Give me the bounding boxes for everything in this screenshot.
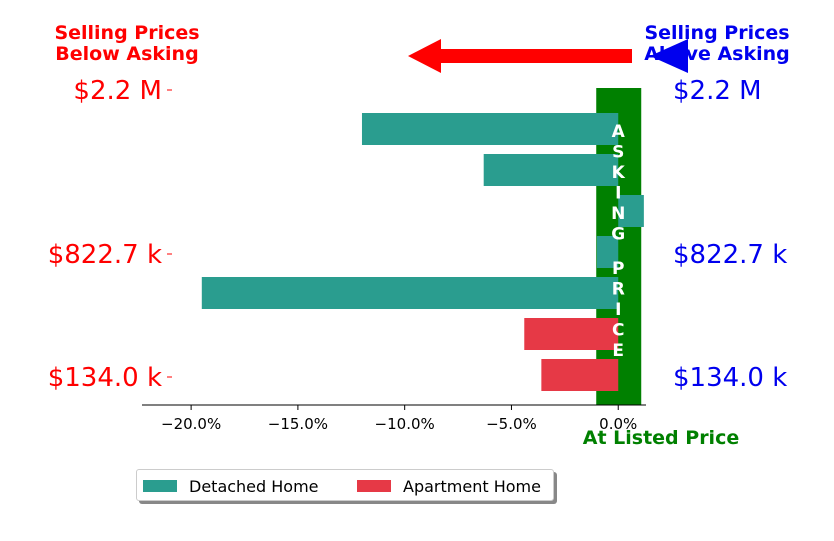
- legend-swatch-detached: [143, 480, 177, 492]
- asking-price-letter: I: [615, 184, 621, 204]
- below-asking-annotation: Below Asking: [55, 43, 198, 65]
- asking-price-letter: S: [612, 143, 624, 163]
- asking-price-letter: A: [612, 122, 626, 142]
- asking-price-letter: C: [612, 321, 624, 341]
- left-axis-label: $2.2 M: [73, 76, 162, 106]
- x-tick-label: −10.0%: [375, 415, 435, 433]
- asking-price-letter: E: [612, 341, 624, 361]
- right-arrow-head: [650, 39, 688, 73]
- legend-item-detached: Detached Home: [143, 476, 319, 496]
- legend-label-detached: Detached Home: [189, 476, 319, 496]
- asking-price-letter: P: [612, 259, 624, 279]
- x-tick-label: 0.0%: [599, 415, 637, 433]
- x-tick-label: −15.0%: [268, 415, 328, 433]
- above-asking-annotation: Selling Prices: [644, 22, 789, 44]
- left-axis-label: $134.0 k: [48, 363, 162, 393]
- x-tick-label: −5.0%: [486, 415, 537, 433]
- below-asking-annotation: Selling Prices: [54, 22, 199, 44]
- bar-apartment-5: [524, 318, 619, 350]
- at-listed-price-annotation: At Listed Price: [583, 427, 739, 449]
- bar-detached-4: [201, 277, 619, 309]
- x-tick-label: −20.0%: [161, 415, 221, 433]
- asking-price-letter: R: [612, 280, 625, 300]
- bar-apartment-6: [541, 359, 619, 391]
- bar-detached-2: [618, 195, 644, 227]
- left-axis-label: $822.7 k: [48, 240, 162, 270]
- legend-item-apartment: Apartment Home: [357, 476, 541, 496]
- asking-price-letter: K: [612, 163, 626, 183]
- bar-detached-1: [483, 154, 619, 186]
- bar-detached-0: [361, 113, 619, 145]
- asking-price-letter: N: [611, 204, 625, 224]
- asking-price-letter: I: [615, 300, 621, 320]
- asking-price-letter: G: [611, 225, 625, 245]
- left-arrow-shaft: [440, 49, 632, 63]
- legend-label-apartment: Apartment Home: [403, 476, 541, 496]
- right-axis-label: $822.7 k: [673, 240, 787, 270]
- right-axis-label: $134.0 k: [673, 363, 787, 393]
- legend-swatch-apartment: [357, 480, 391, 492]
- legend: Detached Home Apartment Home: [136, 469, 554, 501]
- bar-detached-3: [596, 236, 619, 268]
- left-arrow-head: [408, 39, 441, 73]
- right-axis-label: $2.2 M: [673, 76, 762, 106]
